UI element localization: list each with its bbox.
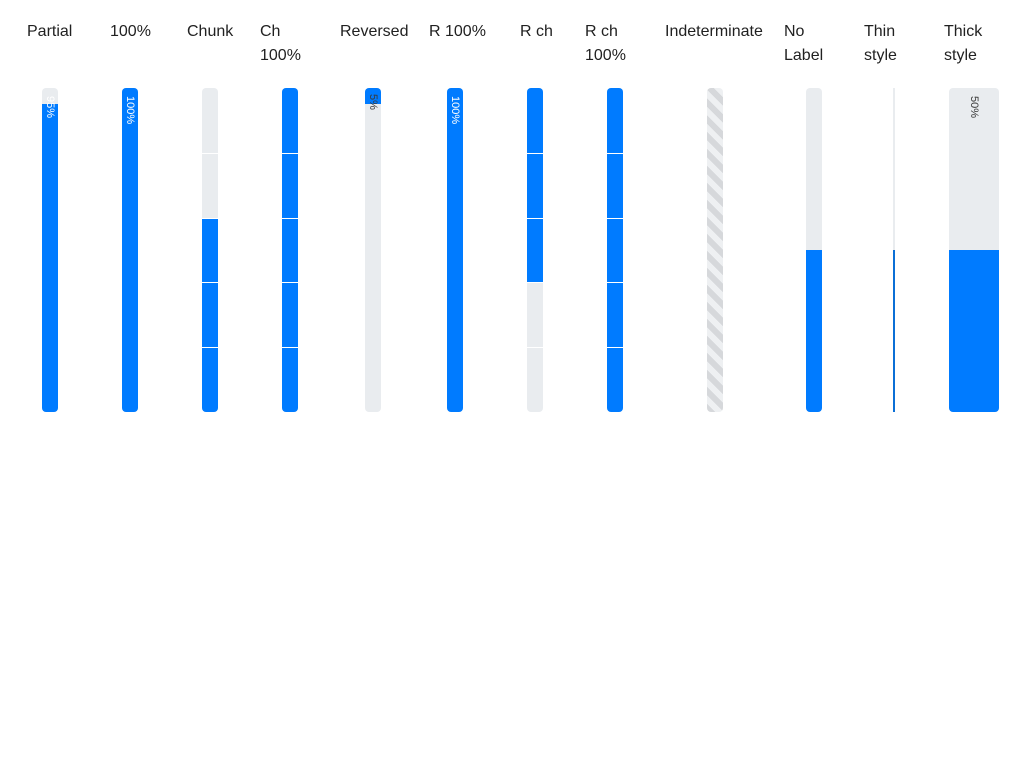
- progress-title-reversed: Reversed: [340, 23, 409, 40]
- progress-fill: [202, 218, 218, 412]
- progress-title-no-label: No Label: [784, 23, 824, 64]
- chunk-separator: [282, 282, 298, 283]
- chunk-separator: [282, 153, 298, 154]
- progress-title-indeterminate: Indeterminate: [665, 23, 763, 40]
- chunk-separator: [607, 153, 623, 154]
- progress-fill: [447, 88, 463, 412]
- progress-title-reversed-full: R 100%: [429, 23, 486, 40]
- progress-value-label: 5%: [367, 94, 379, 110]
- progress-bar-chunk-full: [282, 88, 298, 412]
- chunk-separator: [527, 153, 543, 154]
- progress-bar-full: 100%: [122, 88, 138, 412]
- progress-bar-chunk: [202, 88, 218, 412]
- progress-fill: [42, 104, 58, 412]
- progress-title-full: 100%: [110, 23, 151, 40]
- progress-bar-indeterminate: [707, 88, 723, 412]
- progress-fill: [365, 88, 381, 104]
- progress-fill: [282, 88, 298, 412]
- chunk-separator: [202, 282, 218, 283]
- progress-fill: [949, 250, 999, 412]
- chunk-separator: [202, 218, 218, 219]
- progress-bar-thin: [893, 88, 895, 412]
- progress-title-thin: Thin style: [864, 23, 897, 64]
- progress-bar-reversed-full: 100%: [447, 88, 463, 412]
- chunk-separator: [607, 347, 623, 348]
- progress-bar-reversed-chunk: [527, 88, 543, 412]
- progress-value-label: 95%: [44, 96, 56, 119]
- progress-fill: [806, 250, 822, 412]
- chunk-separator: [607, 218, 623, 219]
- progress-value-label: 100%: [124, 96, 136, 125]
- progress-title-thick: Thick style: [944, 23, 983, 64]
- progress-title-chunk-full: Ch 100%: [260, 23, 301, 64]
- chunk-separator: [282, 347, 298, 348]
- chunk-separator: [527, 282, 543, 283]
- progress-title-partial: Partial: [27, 23, 73, 40]
- progress-fill: [607, 88, 623, 412]
- chunk-separator: [282, 218, 298, 219]
- progress-value-label: 50%: [968, 96, 980, 119]
- progress-value-label: 100%: [449, 96, 461, 125]
- progress-bar-no-label: [806, 88, 822, 412]
- progress-fill: [527, 88, 543, 282]
- progress-bar-reversed: 5%: [365, 88, 381, 412]
- progress-bar-partial: 95%: [42, 88, 58, 412]
- progress-fill: [122, 88, 138, 412]
- chunk-separator: [607, 282, 623, 283]
- chunk-separator: [527, 347, 543, 348]
- chunk-separator: [202, 347, 218, 348]
- progress-title-chunk: Chunk: [187, 23, 234, 40]
- progress-title-reversed-chunk-full: R ch 100%: [585, 23, 626, 64]
- chunk-separator: [202, 153, 218, 154]
- progress-fill: [893, 250, 895, 412]
- progress-bar-reversed-chunk-full: [607, 88, 623, 412]
- progress-bar-thick: 50%: [949, 88, 999, 412]
- chunk-separator: [527, 218, 543, 219]
- progress-title-reversed-chunk: R ch: [520, 23, 553, 40]
